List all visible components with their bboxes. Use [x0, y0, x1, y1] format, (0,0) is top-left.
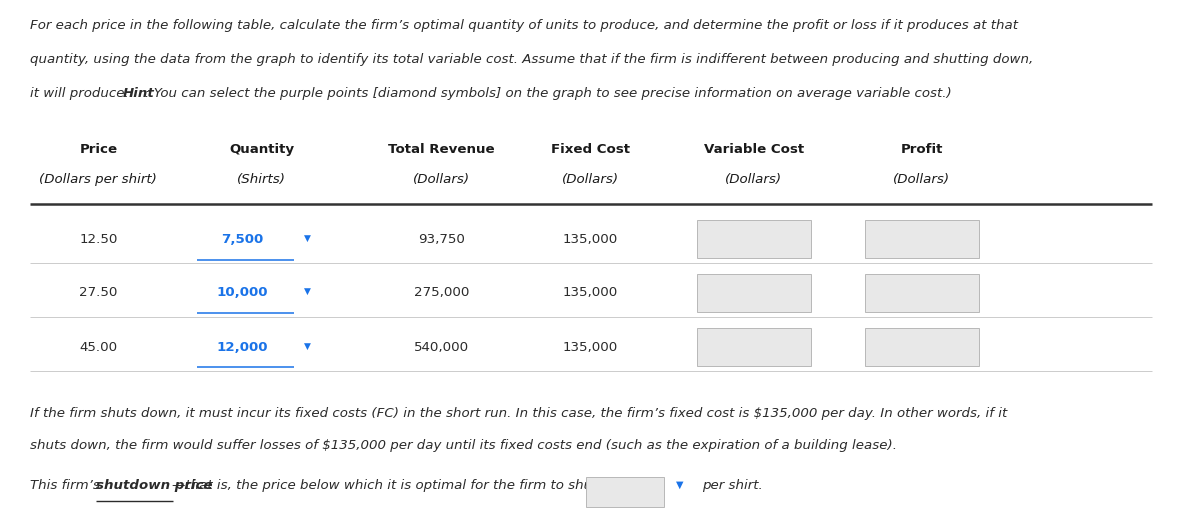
Text: (Dollars): (Dollars) [725, 173, 782, 186]
Text: Fixed Cost: Fixed Cost [551, 143, 630, 156]
Text: 275,000: 275,000 [414, 286, 469, 299]
Text: ▼: ▼ [304, 287, 311, 296]
Text: For each price in the following table, calculate the firm’s optimal quantity of : For each price in the following table, c… [30, 19, 1018, 33]
Text: Variable Cost: Variable Cost [703, 143, 804, 156]
Text: Price: Price [79, 143, 118, 156]
Text: 27.50: 27.50 [79, 286, 118, 299]
Text: 12,000: 12,000 [217, 341, 268, 354]
FancyBboxPatch shape [586, 477, 664, 507]
FancyBboxPatch shape [864, 220, 979, 258]
Text: (Dollars): (Dollars) [413, 173, 470, 186]
Text: ▼: ▼ [304, 342, 311, 351]
Text: 12.50: 12.50 [79, 233, 118, 246]
Text: shuts down, the firm would suffer losses of $135,000 per day until its fixed cos: shuts down, the firm would suffer losses… [30, 439, 898, 452]
Text: 540,000: 540,000 [414, 341, 469, 354]
FancyBboxPatch shape [864, 274, 979, 312]
Text: 7,500: 7,500 [221, 233, 264, 246]
Text: Profit: Profit [900, 143, 943, 156]
Text: (Dollars): (Dollars) [893, 173, 950, 186]
Text: 10,000: 10,000 [217, 286, 268, 299]
Text: Quantity: Quantity [229, 143, 294, 156]
FancyBboxPatch shape [696, 274, 811, 312]
Text: —that is, the price below which it is optimal for the firm to shut down—is: —that is, the price below which it is op… [172, 479, 662, 493]
Text: 93,750: 93,750 [418, 233, 466, 246]
Text: This firm’s: This firm’s [30, 479, 104, 493]
Text: it will produce.: it will produce. [30, 87, 133, 100]
FancyBboxPatch shape [696, 220, 811, 258]
Text: shutdown price: shutdown price [96, 479, 212, 493]
Text: 135,000: 135,000 [563, 233, 618, 246]
Text: : You can select the purple points [diamond symbols] on the graph to see precise: : You can select the purple points [diam… [145, 87, 952, 100]
Text: (Shirts): (Shirts) [238, 173, 286, 186]
Text: 45.00: 45.00 [79, 341, 118, 354]
Text: ▼: ▼ [304, 234, 311, 243]
Text: quantity, using the data from the graph to identify its total variable cost. Ass: quantity, using the data from the graph … [30, 53, 1033, 66]
Text: 135,000: 135,000 [563, 286, 618, 299]
Text: 135,000: 135,000 [563, 341, 618, 354]
Text: If the firm shuts down, it must incur its fixed costs (FC) in the short run. In : If the firm shuts down, it must incur it… [30, 407, 1007, 420]
Text: Hint: Hint [122, 87, 155, 100]
Text: Total Revenue: Total Revenue [389, 143, 494, 156]
FancyBboxPatch shape [864, 328, 979, 366]
Text: ▼: ▼ [676, 479, 683, 490]
Text: (Dollars): (Dollars) [562, 173, 619, 186]
FancyBboxPatch shape [696, 328, 811, 366]
Text: (Dollars per shirt): (Dollars per shirt) [40, 173, 157, 186]
Text: per shirt.: per shirt. [702, 479, 763, 493]
